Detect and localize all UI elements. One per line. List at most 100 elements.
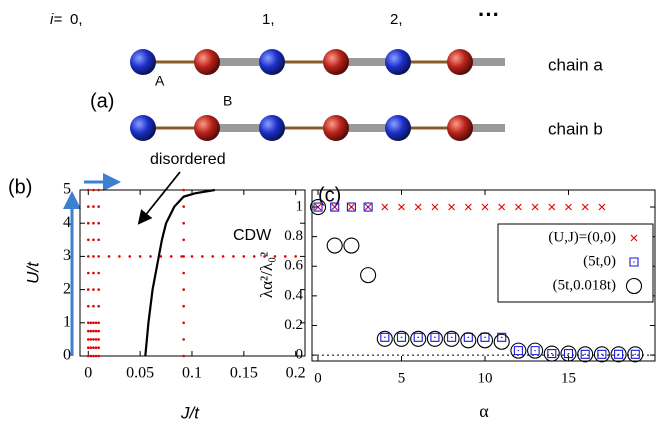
data-point: [414, 203, 422, 211]
data-point: [190, 255, 194, 258]
data-point: [86, 329, 90, 333]
data-point: [498, 203, 506, 211]
data-point: [513, 346, 523, 356]
panel-c: (c) α λα²/λ₀² 0 5 10 1500.20.40.60.81(U,J)=…: [257, 184, 656, 421]
data-point: [598, 203, 606, 211]
data-point: [221, 255, 225, 258]
data-point: [159, 255, 163, 258]
index: 0,: [70, 11, 83, 28]
y-tick-label: 0.6: [284, 258, 303, 274]
data-point: [97, 329, 100, 333]
x-tick-label: 0: [84, 365, 92, 382]
y-tick-label: 0.4: [284, 287, 303, 303]
y-tick-label: 0: [296, 347, 304, 363]
legend-marker: [629, 257, 639, 267]
data-point: [86, 321, 90, 325]
x-tick-label: 0.1: [182, 365, 202, 382]
data-point: [443, 330, 460, 347]
data-point: [89, 338, 93, 341]
y-tick-label: 0.8: [284, 228, 303, 244]
data-point: [380, 332, 390, 342]
data-point: [627, 346, 644, 363]
data-point: [273, 255, 277, 258]
data-point: [476, 332, 494, 349]
data-point: [182, 188, 185, 192]
data-point: [97, 271, 100, 275]
data-point: [89, 321, 93, 325]
data-point: [232, 255, 235, 258]
data-point: [565, 203, 572, 211]
data-point: [182, 205, 185, 208]
data-point: [393, 330, 410, 347]
data-point: [515, 203, 522, 211]
chain-label: chain a: [548, 55, 603, 74]
data-point: [530, 346, 540, 356]
data-point: [597, 349, 607, 359]
data-point: [128, 255, 132, 258]
data-point: [410, 330, 427, 347]
data-point: [294, 255, 297, 258]
data-point: [630, 349, 640, 359]
data-point: [497, 332, 507, 342]
annotation: CDW: [233, 227, 272, 244]
data-point: [86, 288, 90, 291]
data-point: [86, 188, 90, 192]
data-point: [182, 321, 185, 325]
data-point: [263, 255, 266, 258]
y-tick-label: 3: [63, 247, 71, 264]
x-tick-label: 0.05: [126, 365, 154, 382]
data-point: [330, 202, 340, 212]
data-point: [89, 329, 93, 333]
data-point: [381, 203, 389, 211]
legend-label: (5t,0.018t): [553, 277, 616, 293]
data-point: [614, 349, 624, 359]
data-point: [97, 354, 100, 358]
data-point: [169, 255, 173, 258]
data-point: [610, 346, 627, 363]
data-point: [138, 255, 142, 258]
site-label: A: [155, 73, 165, 89]
data-point: [548, 203, 556, 211]
data-point: [97, 321, 100, 325]
data-point: [547, 349, 557, 359]
index-prefix: i=: [50, 11, 62, 28]
x-tick-label: 0.15: [230, 365, 258, 382]
data-point: [448, 203, 455, 211]
data-point: [180, 255, 183, 258]
index: 1,: [262, 11, 275, 28]
data-point: [563, 349, 574, 359]
ellipsis: ···: [478, 2, 500, 27]
data-point: [86, 238, 90, 242]
data-point: [481, 203, 489, 211]
data-point: [560, 345, 577, 362]
data-point: [593, 346, 610, 363]
data-point: [326, 237, 343, 254]
index: 2,: [390, 11, 403, 28]
plot-frame: [311, 189, 656, 362]
data-point: [182, 221, 185, 225]
data-point: [464, 203, 472, 211]
series-line: [144, 188, 215, 357]
data-point: [97, 188, 100, 192]
data-point: [97, 346, 100, 350]
data-point: [182, 271, 185, 275]
data-point: [460, 332, 477, 349]
x-axis-label: J/t: [180, 403, 200, 422]
data-point: [86, 255, 90, 258]
data-point: [97, 304, 100, 308]
data-point: [97, 288, 100, 291]
x-tick-label: 5: [398, 370, 406, 386]
data-point: [89, 354, 93, 358]
data-point: [413, 332, 423, 342]
data-point: [92, 346, 95, 350]
data-point: [447, 332, 457, 342]
data-point: [118, 255, 121, 258]
data-point: [92, 255, 95, 258]
x-tick-label: 0: [314, 370, 322, 386]
data-point: [92, 271, 95, 275]
plot-frame: [79, 189, 306, 357]
data-point: [581, 203, 589, 211]
data-point: [107, 255, 111, 258]
x-tick-label: 0.2: [286, 365, 306, 382]
